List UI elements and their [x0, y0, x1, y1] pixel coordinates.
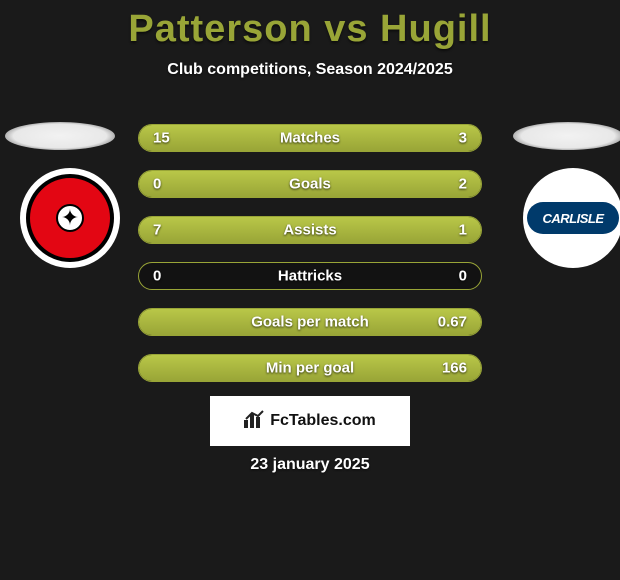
stat-fill-right	[424, 125, 481, 151]
brand-box: FcTables.com	[210, 396, 410, 446]
fish-icon: ✦	[61, 205, 79, 231]
stat-value-right: 0.67	[438, 314, 467, 331]
carlisle-label: CARLISLE	[543, 211, 604, 226]
page-title: Patterson vs Hugill	[0, 0, 620, 51]
stat-value-left: 15	[153, 130, 170, 147]
date-text: 23 january 2025	[250, 456, 369, 474]
stat-row: 0.67 Goals per match	[138, 308, 482, 336]
stat-value-left: 0	[153, 268, 161, 285]
stat-label: Matches	[280, 130, 340, 147]
stat-value-right: 166	[442, 360, 467, 377]
stat-label: Goals	[289, 176, 331, 193]
badge-shadow-left	[5, 122, 115, 150]
stat-value-left: 7	[153, 222, 161, 239]
stat-row: 0 2 Goals	[138, 170, 482, 198]
page-subtitle: Club competitions, Season 2024/2025	[0, 61, 620, 79]
stat-value-right: 1	[459, 222, 467, 239]
stat-row: 166 Min per goal	[138, 354, 482, 382]
stat-label: Assists	[283, 222, 336, 239]
stat-label: Min per goal	[266, 360, 354, 377]
stat-value-right: 0	[459, 268, 467, 285]
stat-bars: 15 3 Matches 0 2 Goals 7 1 Assists 0 0 Hattricks 0.6…	[138, 124, 482, 400]
brand-label: FcTables.com	[270, 412, 376, 430]
fleetwood-crest: ✦	[26, 174, 114, 262]
badge-shadow-right	[513, 122, 620, 150]
team-badge-right: CARLISLE	[523, 168, 620, 268]
stat-value-right: 2	[459, 176, 467, 193]
stat-value-right: 3	[459, 130, 467, 147]
comparison-infographic: Patterson vs Hugill Club competitions, S…	[0, 0, 620, 580]
stat-label: Hattricks	[278, 268, 342, 285]
stat-row: 7 1 Assists	[138, 216, 482, 244]
ball-icon	[56, 204, 84, 232]
stat-value-left: 0	[153, 176, 161, 193]
chart-icon	[244, 410, 264, 433]
carlisle-pill: CARLISLE	[527, 202, 619, 234]
stat-label: Goals per match	[251, 314, 369, 331]
stat-row: 0 0 Hattricks	[138, 262, 482, 290]
team-badge-left: ✦	[20, 168, 120, 268]
stat-row: 15 3 Matches	[138, 124, 482, 152]
